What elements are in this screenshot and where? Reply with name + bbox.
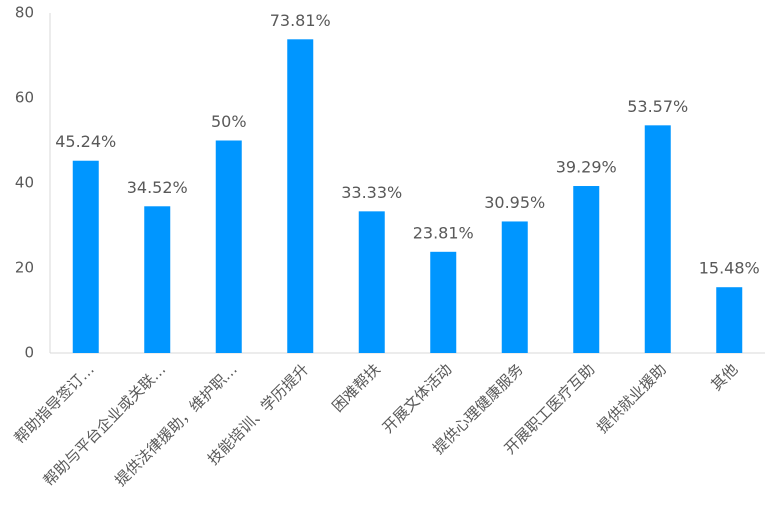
y-tick-label: 20 bbox=[15, 259, 34, 277]
value-label: 34.52% bbox=[127, 178, 188, 197]
y-tick-label: 0 bbox=[24, 344, 34, 362]
x-tick-label: 提供法律援助，维护职… bbox=[111, 360, 240, 489]
bar bbox=[501, 221, 528, 353]
x-tick-label: 困难帮扶 bbox=[329, 360, 384, 415]
x-tick-label: 其他 bbox=[707, 360, 741, 394]
value-label: 23.81% bbox=[413, 223, 474, 242]
value-label: 73.81% bbox=[270, 11, 331, 30]
value-label: 53.57% bbox=[627, 97, 688, 116]
bar bbox=[358, 211, 385, 353]
x-tick-label: 提供就业援助 bbox=[593, 360, 669, 436]
bar bbox=[644, 125, 671, 353]
x-tick-label: 开展文体活动 bbox=[379, 360, 455, 436]
bar bbox=[215, 140, 242, 353]
value-label: 45.24% bbox=[55, 132, 116, 151]
y-tick-label: 80 bbox=[15, 4, 34, 22]
x-tick-label: 帮助与平台企业或关联… bbox=[40, 360, 169, 489]
bar bbox=[716, 287, 743, 353]
bar bbox=[430, 251, 457, 353]
y-tick-label: 60 bbox=[15, 89, 34, 107]
value-label: 50% bbox=[211, 112, 247, 131]
bar bbox=[573, 186, 600, 353]
bar bbox=[144, 206, 171, 353]
bar bbox=[72, 160, 99, 353]
value-label: 39.29% bbox=[556, 158, 617, 177]
value-label: 30.95% bbox=[484, 193, 545, 212]
y-tick-label: 40 bbox=[15, 174, 34, 192]
value-label: 33.33% bbox=[341, 183, 402, 202]
value-label: 15.48% bbox=[699, 259, 760, 278]
bar bbox=[287, 39, 314, 354]
